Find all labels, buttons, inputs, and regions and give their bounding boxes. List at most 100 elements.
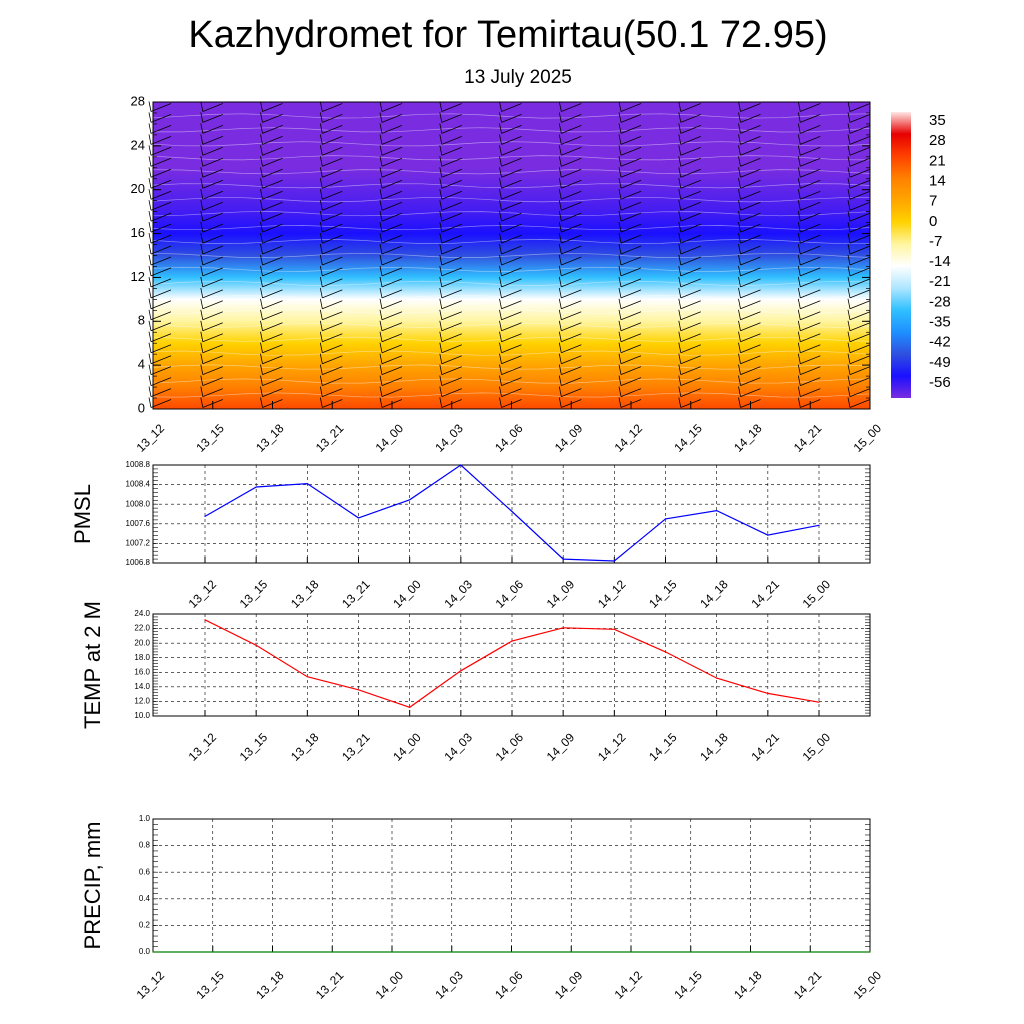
data-point <box>212 951 214 953</box>
wind-barb-flag <box>797 254 801 266</box>
wind-barb <box>740 212 761 222</box>
wind-barb-flag <box>499 222 502 233</box>
data-point <box>271 951 274 953</box>
wind-barb <box>680 168 701 178</box>
wind-barb-flag <box>260 101 263 112</box>
wind-barb <box>680 333 701 343</box>
wind-barb-flag <box>797 211 801 222</box>
x-tick-label: 13_18 <box>288 577 322 611</box>
wind-barb-flag <box>618 298 622 309</box>
wind-barb-flag <box>738 375 741 386</box>
y-tick-label: 22.0 <box>134 624 150 633</box>
wind-barb-flag <box>678 265 682 276</box>
wind-barb-flag <box>847 309 851 320</box>
wind-barb-flag <box>499 320 502 331</box>
wind-barb <box>322 168 343 178</box>
data-point <box>204 515 206 518</box>
wind-barb <box>680 212 701 222</box>
wind-barb <box>849 201 871 211</box>
wind-barb <box>262 355 283 365</box>
data-point <box>767 534 769 536</box>
wind-barb <box>849 114 871 123</box>
x-tick-label: 14_21 <box>791 968 825 1002</box>
wind-barb <box>501 366 522 375</box>
wind-barb-flag <box>499 353 502 364</box>
wind-barb <box>202 136 223 145</box>
wind-barb-flag <box>319 178 323 189</box>
contour-line <box>152 141 871 147</box>
x-tick-label: 14_18 <box>697 730 731 764</box>
x-tick-label: 14_18 <box>697 577 731 611</box>
y-tick-label: 28 <box>131 93 145 108</box>
wind-barb <box>849 399 871 408</box>
wind-barb <box>322 125 343 134</box>
wind-barb-flag <box>499 364 502 375</box>
wind-barb-flag <box>797 243 801 255</box>
y-tick-label: 0.4 <box>139 894 151 903</box>
y-tick-label: 0 <box>138 400 145 415</box>
wind-barb <box>150 344 172 354</box>
wind-barb <box>441 190 462 200</box>
wind-barb <box>262 377 283 386</box>
wind-barb-flag <box>260 112 263 123</box>
wind-barb-flag <box>618 189 622 200</box>
wind-barb <box>381 114 403 123</box>
wind-barb <box>849 157 871 167</box>
wind-barb <box>501 114 522 123</box>
wind-barb-flag <box>148 178 152 189</box>
wind-barb-flag <box>847 211 851 222</box>
wind-barb-flag <box>678 386 682 397</box>
wind-barb <box>381 245 403 255</box>
wind-barb <box>800 125 821 134</box>
wind-barb-flag <box>148 364 152 375</box>
wind-barb-flag <box>558 331 562 342</box>
wind-barb <box>561 223 582 233</box>
wind-barb <box>381 355 403 365</box>
data-point <box>562 627 564 629</box>
wind-barb <box>262 267 283 277</box>
wind-barb-flag <box>319 265 323 276</box>
wind-barb <box>381 377 403 386</box>
wind-barb-flag <box>319 309 323 320</box>
wind-barb <box>150 289 172 299</box>
wind-barb <box>561 245 582 255</box>
wind-barb <box>680 300 701 310</box>
wind-barb <box>680 355 701 365</box>
data-point <box>613 560 615 562</box>
contour-line <box>152 155 871 161</box>
wind-barb-flag <box>558 309 562 320</box>
wind-barb-flag <box>558 134 562 145</box>
wind-barb-flag <box>499 342 502 353</box>
wind-barb <box>202 201 223 211</box>
x-tick-label: 15_00 <box>800 730 834 764</box>
wind-barb-flag <box>379 200 383 211</box>
wind-barb-flag <box>379 178 383 189</box>
wind-barb-flag <box>379 276 383 287</box>
wind-barb <box>680 388 701 397</box>
wind-barb-flag <box>558 167 562 178</box>
x-tick-label: 14_03 <box>432 421 466 455</box>
wind-barb-flag <box>678 375 682 386</box>
wind-barb-flag <box>439 320 443 331</box>
wind-barb-flag <box>618 265 622 276</box>
wind-barb-flag <box>678 276 682 287</box>
wind-barb-flag <box>319 243 323 255</box>
x-tick-label: 14_09 <box>552 421 586 455</box>
wind-barb <box>322 223 343 233</box>
wind-barb <box>800 355 821 365</box>
wind-barb-flag <box>439 375 443 386</box>
wind-barb-flag <box>678 222 682 233</box>
wind-barb-flag <box>618 222 622 233</box>
wind-barb-flag <box>847 364 851 375</box>
wind-barb-flag <box>738 287 741 298</box>
wind-barb-flag <box>148 112 152 123</box>
wind-barb-flag <box>148 211 152 222</box>
wind-barb <box>262 146 283 156</box>
wind-barb-flag <box>439 112 443 123</box>
y-tick-label: 4 <box>138 357 145 372</box>
wind-barb-flag <box>499 265 502 276</box>
wind-barb-flag <box>678 287 682 298</box>
wind-barb-flag <box>558 287 562 298</box>
wind-barb <box>561 168 582 178</box>
